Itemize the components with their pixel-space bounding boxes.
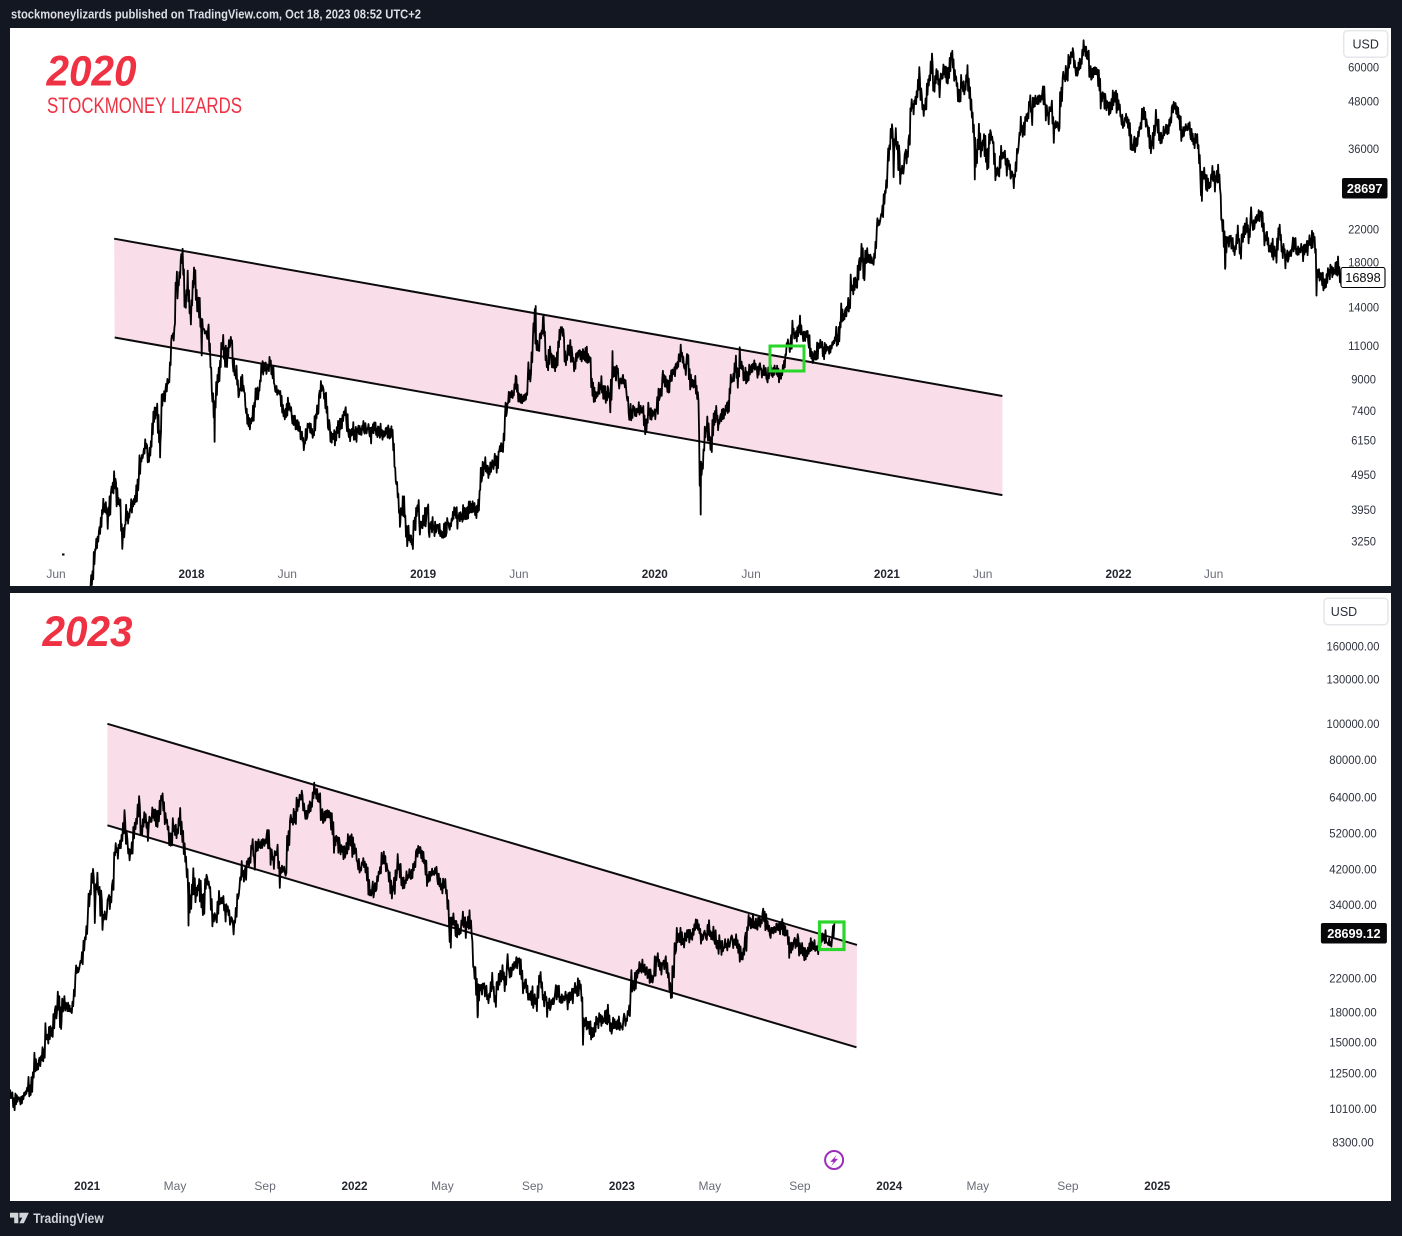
svg-text:52000.00: 52000.00: [1329, 827, 1377, 841]
svg-text:22000.00: 22000.00: [1329, 972, 1377, 986]
svg-text:2020: 2020: [46, 49, 137, 96]
svg-text:18000: 18000: [1348, 256, 1379, 270]
svg-text:10100.00: 10100.00: [1329, 1102, 1377, 1116]
svg-text:2024: 2024: [876, 1180, 903, 1193]
svg-text:7400: 7400: [1351, 404, 1376, 418]
svg-text:Sep: Sep: [254, 1179, 276, 1193]
svg-text:2019: 2019: [410, 568, 437, 581]
svg-text:May: May: [431, 1179, 454, 1193]
svg-text:160000.00: 160000.00: [1327, 639, 1380, 653]
svg-text:4950: 4950: [1351, 468, 1376, 482]
svg-text:2023: 2023: [609, 1180, 636, 1193]
svg-text:80000.00: 80000.00: [1329, 753, 1377, 767]
svg-text:Sep: Sep: [1057, 1179, 1079, 1193]
svg-text:Jun: Jun: [46, 567, 65, 581]
svg-text:36000: 36000: [1348, 142, 1379, 156]
svg-text:stockmoneylizards published on: stockmoneylizards published on TradingVi…: [11, 6, 421, 21]
svg-text:2025: 2025: [1144, 1180, 1171, 1193]
svg-text:14000: 14000: [1348, 300, 1379, 314]
svg-text:2021: 2021: [874, 568, 901, 581]
svg-text:6150: 6150: [1351, 434, 1376, 448]
svg-text:Jun: Jun: [973, 567, 992, 581]
svg-text:64000.00: 64000.00: [1329, 790, 1377, 804]
svg-text:34000.00: 34000.00: [1329, 898, 1377, 912]
svg-text:2020: 2020: [642, 568, 669, 581]
svg-text:3950: 3950: [1351, 503, 1376, 517]
svg-text:Jun: Jun: [741, 567, 760, 581]
svg-text:Jun: Jun: [1204, 567, 1223, 581]
svg-text:May: May: [164, 1179, 187, 1193]
svg-text:2018: 2018: [178, 568, 205, 581]
svg-text:Sep: Sep: [522, 1179, 544, 1193]
svg-text:3250: 3250: [1351, 534, 1376, 548]
svg-text:18000.00: 18000.00: [1329, 1006, 1377, 1020]
svg-text:STOCKMONEY LIZARDS: STOCKMONEY LIZARDS: [47, 93, 242, 118]
svg-text:2022: 2022: [1105, 568, 1132, 581]
svg-text:2021: 2021: [74, 1180, 101, 1193]
svg-text:2023: 2023: [42, 609, 133, 656]
svg-text:2022: 2022: [341, 1180, 368, 1193]
svg-text:TradingView: TradingView: [33, 1210, 104, 1226]
svg-text:May: May: [698, 1179, 721, 1193]
svg-text:Jun: Jun: [509, 567, 528, 581]
svg-text:USD: USD: [1352, 37, 1378, 51]
svg-text:16898: 16898: [1345, 270, 1381, 285]
svg-text:130000.00: 130000.00: [1327, 673, 1380, 687]
svg-text:11000: 11000: [1348, 339, 1379, 353]
svg-text:12500.00: 12500.00: [1329, 1066, 1377, 1080]
svg-text:42000.00: 42000.00: [1329, 863, 1377, 877]
svg-text:100000.00: 100000.00: [1327, 717, 1380, 731]
svg-text:60000: 60000: [1348, 60, 1379, 74]
svg-text:May: May: [966, 1179, 989, 1193]
svg-text:Jun: Jun: [278, 567, 297, 581]
svg-text:Sep: Sep: [789, 1179, 811, 1193]
svg-text:28699.12: 28699.12: [1327, 926, 1380, 941]
svg-text:15000.00: 15000.00: [1329, 1036, 1377, 1050]
svg-text:48000: 48000: [1348, 95, 1379, 109]
svg-text:8300.00: 8300.00: [1332, 1135, 1374, 1149]
svg-text:22000: 22000: [1348, 222, 1379, 236]
svg-text:28697: 28697: [1347, 181, 1383, 196]
svg-text:9000: 9000: [1351, 373, 1376, 387]
svg-text:USD: USD: [1331, 605, 1357, 619]
